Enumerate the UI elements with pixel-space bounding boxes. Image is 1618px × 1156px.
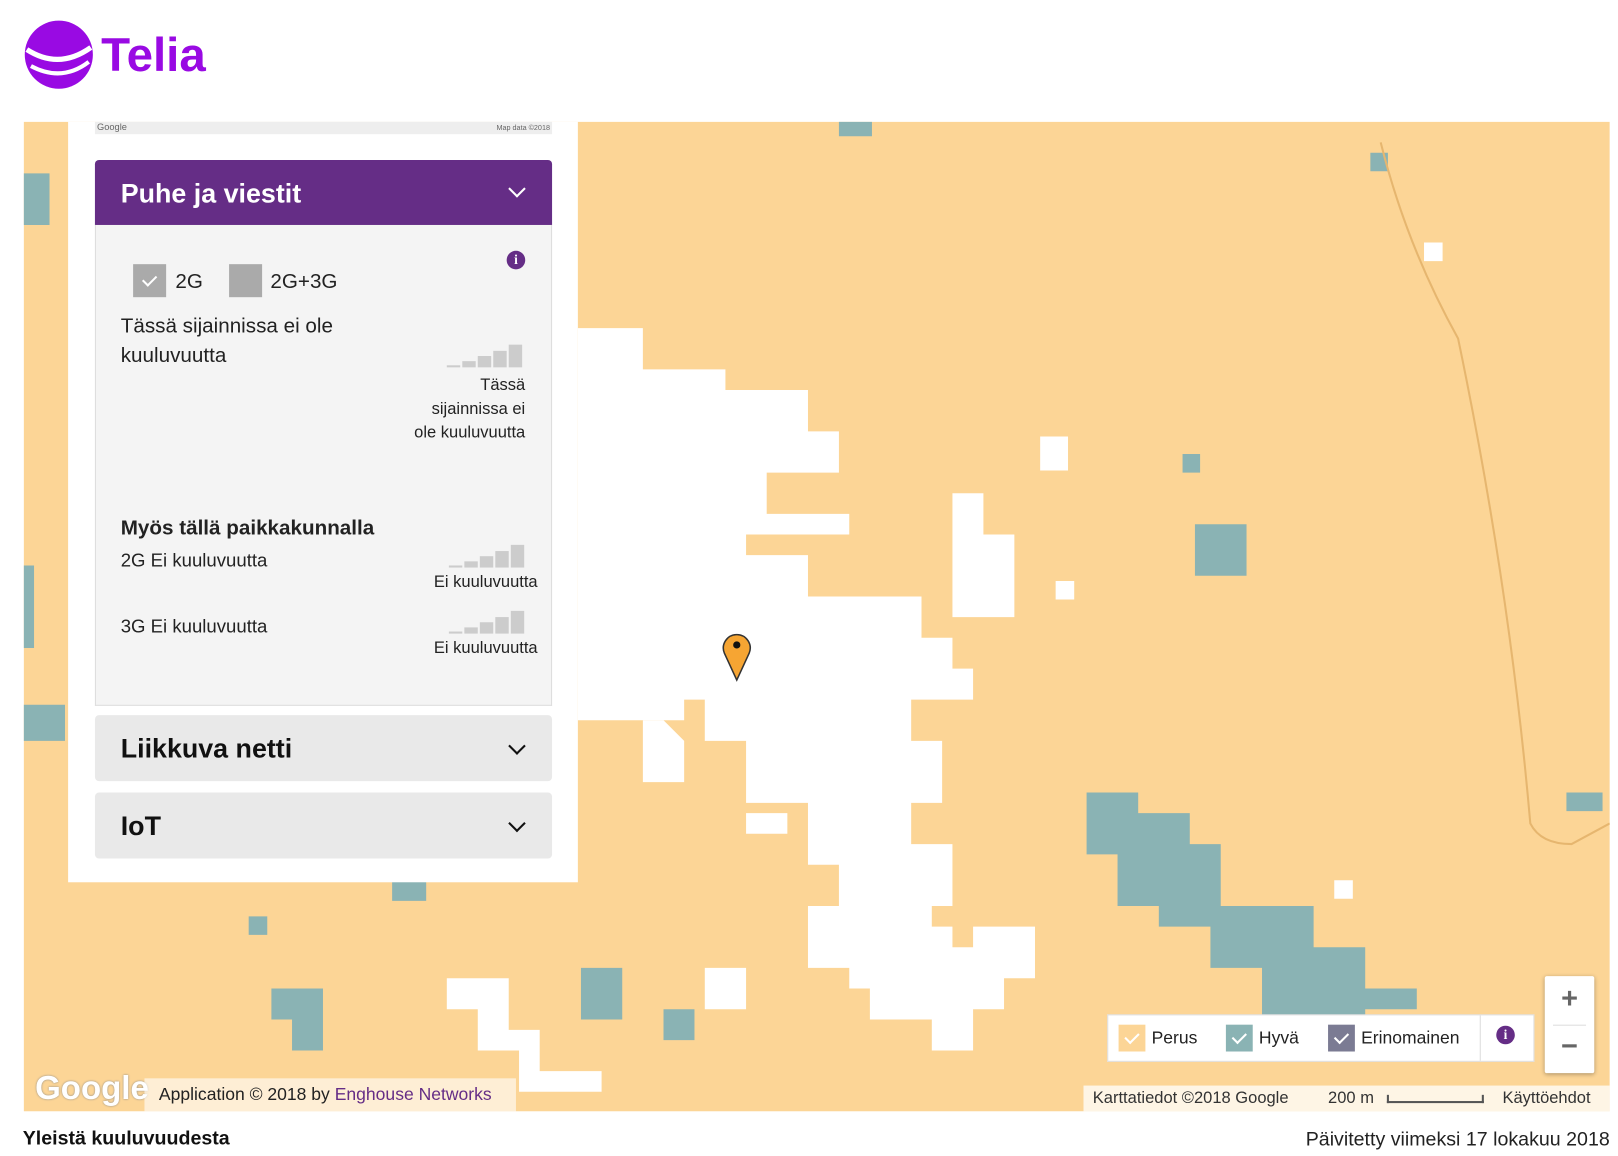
voice-title: Puhe ja viestit	[120, 177, 302, 209]
strip-logo: Google	[96, 121, 127, 133]
legend-box[interactable]	[1118, 1024, 1146, 1052]
zoom-control: + −	[1544, 976, 1595, 1074]
legend-label: Erinomainen	[1361, 1027, 1460, 1048]
legend: Perus Hyvä Erinomainen i	[1107, 1014, 1535, 1062]
logo-icon	[24, 20, 93, 89]
checkbox-2g3g[interactable]	[229, 264, 263, 298]
checkbox-2g[interactable]	[133, 264, 167, 298]
chevron	[508, 180, 526, 198]
logo-text: Telia	[101, 27, 206, 82]
map-data[interactable]: Karttatiedot ©2018 Google	[1092, 1089, 1289, 1108]
strip-data: Map data ©2018	[496, 124, 551, 133]
map-footer: Karttatiedot ©2018 Google 200 m Käyttöeh…	[1083, 1085, 1610, 1112]
footer-link[interactable]: Yleistä kuuluvuudesta	[22, 1127, 230, 1150]
footer-updated: Päivitetty viimeksi 17 lokakuu 2018	[1305, 1128, 1610, 1151]
signal-bars	[446, 344, 525, 368]
option: 2G+3G	[270, 270, 338, 294]
signal-label: Tässä sijainnissa ei ole kuuluvuutta	[414, 376, 526, 442]
section-title: Liikkuva netti	[120, 732, 293, 764]
info-icon[interactable]: i	[1496, 1025, 1515, 1045]
info-icon[interactable]: i	[506, 250, 526, 270]
also-signal: Ei kuuluvuutta	[433, 639, 538, 658]
voice-body: i 2G 2G+3G Tässä sijainnissa ei ole kuul…	[94, 224, 553, 706]
attribution-link[interactable]: Enghouse Networks	[334, 1084, 492, 1105]
zoom-out[interactable]: −	[1561, 1029, 1578, 1062]
google-logo: Google	[35, 1069, 149, 1107]
legend-label: Hyvä	[1258, 1027, 1299, 1048]
also-title: Myös tällä paikkakunnalla	[120, 516, 375, 540]
scale-label: 200 m	[1328, 1089, 1374, 1108]
attribution-text: Application © 2018 by	[158, 1084, 335, 1105]
status: Tässä sijainnissa ei ole kuuluvuutta	[120, 314, 333, 368]
scale-bar	[1386, 1094, 1484, 1104]
option: 2G	[175, 270, 203, 294]
also-signal: Ei kuuluvuutta	[433, 573, 538, 592]
signal-bars	[448, 610, 527, 634]
also-label: 3G Ei kuuluvuutta	[120, 616, 268, 637]
legend-box[interactable]	[1225, 1024, 1253, 1052]
zoom-in[interactable]: +	[1561, 982, 1578, 1015]
signal-bars	[448, 544, 527, 568]
legend-box[interactable]	[1328, 1024, 1355, 1052]
legend-label: Perus	[1151, 1027, 1198, 1048]
section-title: IoT	[120, 810, 161, 841]
terms[interactable]: Käyttöehdot	[1502, 1089, 1591, 1108]
voice-header[interactable]: Puhe ja viestit	[94, 159, 553, 225]
section-mobile-net[interactable]: Liikkuva netti	[94, 715, 553, 782]
attribution: Application © 2018 by Enghouse Networks	[144, 1078, 516, 1112]
location-marker	[722, 633, 751, 682]
also-label: 2G Ei kuuluvuutta	[120, 550, 268, 571]
map-strip: Google Map data ©2018	[94, 121, 553, 135]
section-iot[interactable]: IoT	[94, 792, 553, 859]
